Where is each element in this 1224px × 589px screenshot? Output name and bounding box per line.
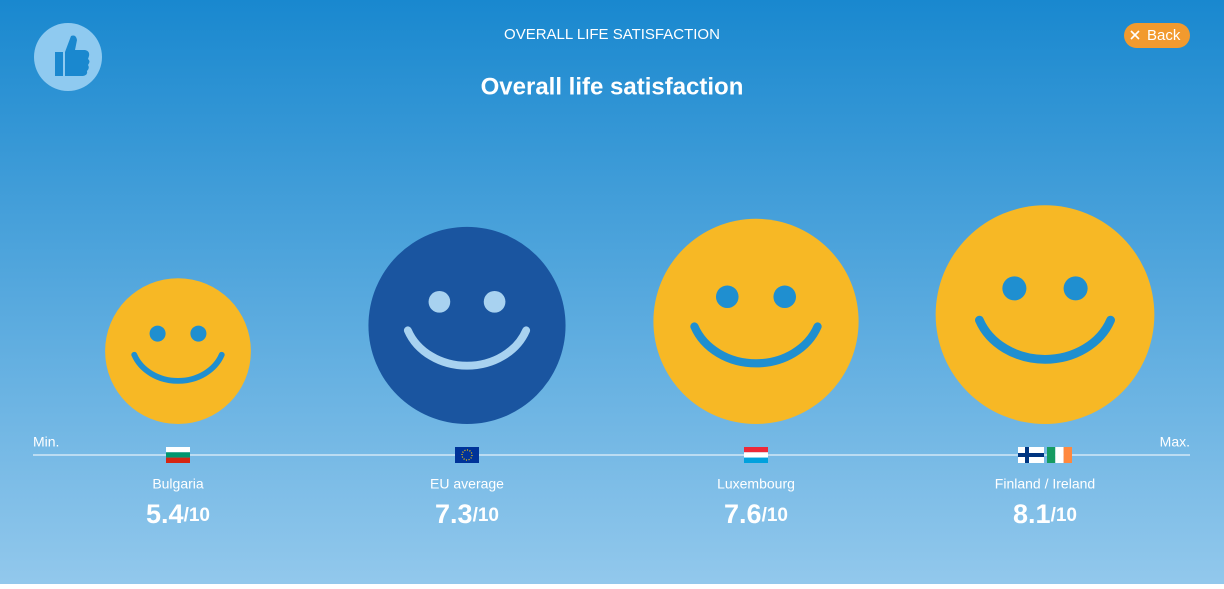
item-score: 7.3 <box>435 499 473 529</box>
item-label: EU average <box>430 476 504 492</box>
smiley-mouth <box>690 322 822 368</box>
score-suffix: /10 <box>473 505 499 526</box>
smiley-face <box>653 218 859 424</box>
item-score-line: 7.6/10 <box>724 499 788 529</box>
smiley-eye <box>715 285 739 309</box>
smiley-eye <box>1002 276 1027 301</box>
item-score-line: 7.3/10 <box>435 499 499 529</box>
smiley-eye <box>1063 276 1088 301</box>
score-suffix: /10 <box>1051 505 1077 526</box>
smiley-mouth <box>131 351 225 384</box>
smiley-mouth <box>403 326 531 370</box>
item-label: Bulgaria <box>152 476 204 492</box>
smiley-eye <box>149 325 166 342</box>
item-label: Luxembourg <box>717 476 795 492</box>
back-button-bg[interactable] <box>1124 23 1190 48</box>
smiley-mouth <box>975 315 1115 364</box>
smiley-face <box>368 226 566 424</box>
smiley-face <box>105 278 251 424</box>
thumb-icon <box>34 23 102 91</box>
page-title: Overall life satisfaction <box>481 73 744 100</box>
smiley-face <box>935 205 1155 424</box>
score-suffix: /10 <box>184 505 210 526</box>
smiley-eye <box>483 290 506 313</box>
close-icon[interactable] <box>1130 30 1140 40</box>
flags <box>166 447 1072 463</box>
back-button[interactable]: Back <box>1124 23 1190 48</box>
back-label[interactable]: Back <box>1147 27 1181 44</box>
score-suffix: /10 <box>762 505 788 526</box>
smiley-eye <box>773 285 797 309</box>
item-score: 5.4 <box>146 499 184 529</box>
item-score: 8.1 <box>1013 499 1051 529</box>
scale-max: Max. <box>1160 434 1190 450</box>
item-score-line: 5.4/10 <box>146 499 210 529</box>
item-score: 7.6 <box>724 499 762 529</box>
smiley-eye <box>190 325 207 342</box>
item-label: Finland / Ireland <box>995 476 1095 492</box>
smiley-eye <box>428 290 451 313</box>
scale-min: Min. <box>33 434 59 450</box>
section-title: OVERALL LIFE SATISFACTION <box>504 26 720 43</box>
item-score-line: 8.1/10 <box>1013 499 1077 529</box>
